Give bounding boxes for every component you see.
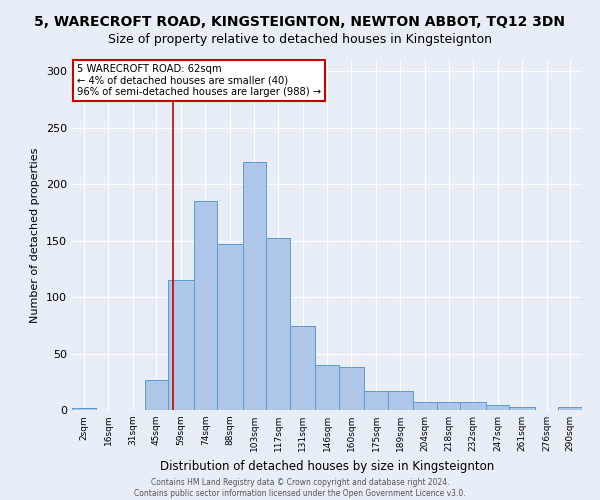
Bar — [486, 406, 509, 410]
Bar — [460, 402, 486, 410]
Y-axis label: Number of detached properties: Number of detached properties — [31, 148, 40, 322]
Bar — [364, 391, 388, 410]
X-axis label: Distribution of detached houses by size in Kingsteignton: Distribution of detached houses by size … — [160, 460, 494, 472]
Bar — [266, 238, 290, 410]
Text: Contains HM Land Registry data © Crown copyright and database right 2024.
Contai: Contains HM Land Registry data © Crown c… — [134, 478, 466, 498]
Bar — [145, 380, 168, 410]
Bar — [194, 201, 217, 410]
Bar — [388, 391, 413, 410]
Bar — [168, 280, 194, 410]
Bar — [339, 367, 364, 410]
Bar — [72, 408, 95, 410]
Bar — [315, 365, 339, 410]
Text: 5 WARECROFT ROAD: 62sqm
← 4% of detached houses are smaller (40)
96% of semi-det: 5 WARECROFT ROAD: 62sqm ← 4% of detached… — [77, 64, 321, 96]
Bar — [413, 402, 437, 410]
Bar — [242, 162, 266, 410]
Bar — [290, 326, 315, 410]
Text: 5, WARECROFT ROAD, KINGSTEIGNTON, NEWTON ABBOT, TQ12 3DN: 5, WARECROFT ROAD, KINGSTEIGNTON, NEWTON… — [35, 15, 566, 29]
Bar — [217, 244, 242, 410]
Bar — [437, 402, 460, 410]
Bar — [559, 406, 582, 410]
Bar — [509, 406, 535, 410]
Text: Size of property relative to detached houses in Kingsteignton: Size of property relative to detached ho… — [108, 32, 492, 46]
